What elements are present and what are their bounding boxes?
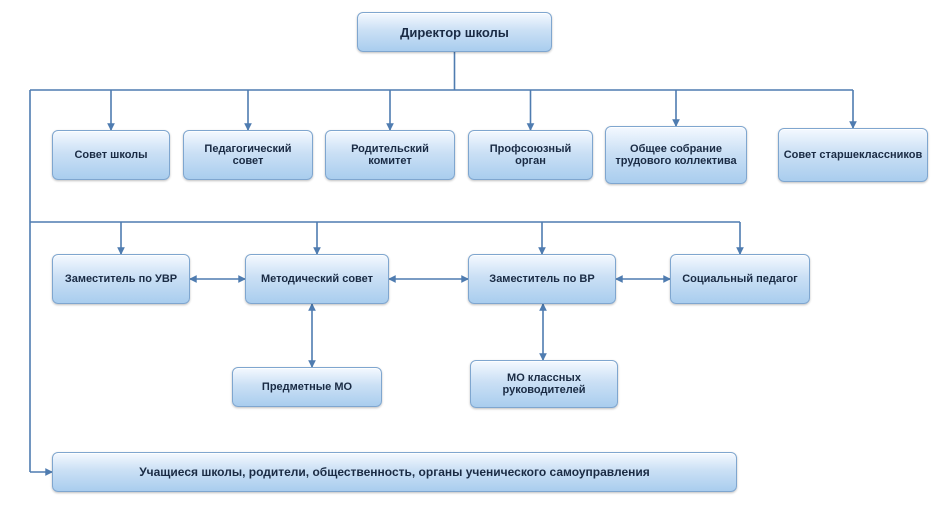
node-bottom: Учащиеся школы, родители, общественность…	[52, 452, 737, 492]
node-pedsovet: Педагогический совет	[183, 130, 313, 180]
node-starsh: Совет старшеклассников	[778, 128, 928, 182]
node-zam_vr: Заместитель по ВР	[468, 254, 616, 304]
node-sobranie: Общее собрание трудового коллектива	[605, 126, 747, 184]
node-metod: Методический совет	[245, 254, 389, 304]
node-socped: Социальный педагог	[670, 254, 810, 304]
node-zam_uvr: Заместитель по УВР	[52, 254, 190, 304]
node-sovet: Совет школы	[52, 130, 170, 180]
node-profs: Профсоюзный орган	[468, 130, 593, 180]
node-director: Директор школы	[357, 12, 552, 52]
node-rodkom: Родительский комитет	[325, 130, 455, 180]
node-predmo: Предметные МО	[232, 367, 382, 407]
node-moklass: МО классных руководителей	[470, 360, 618, 408]
